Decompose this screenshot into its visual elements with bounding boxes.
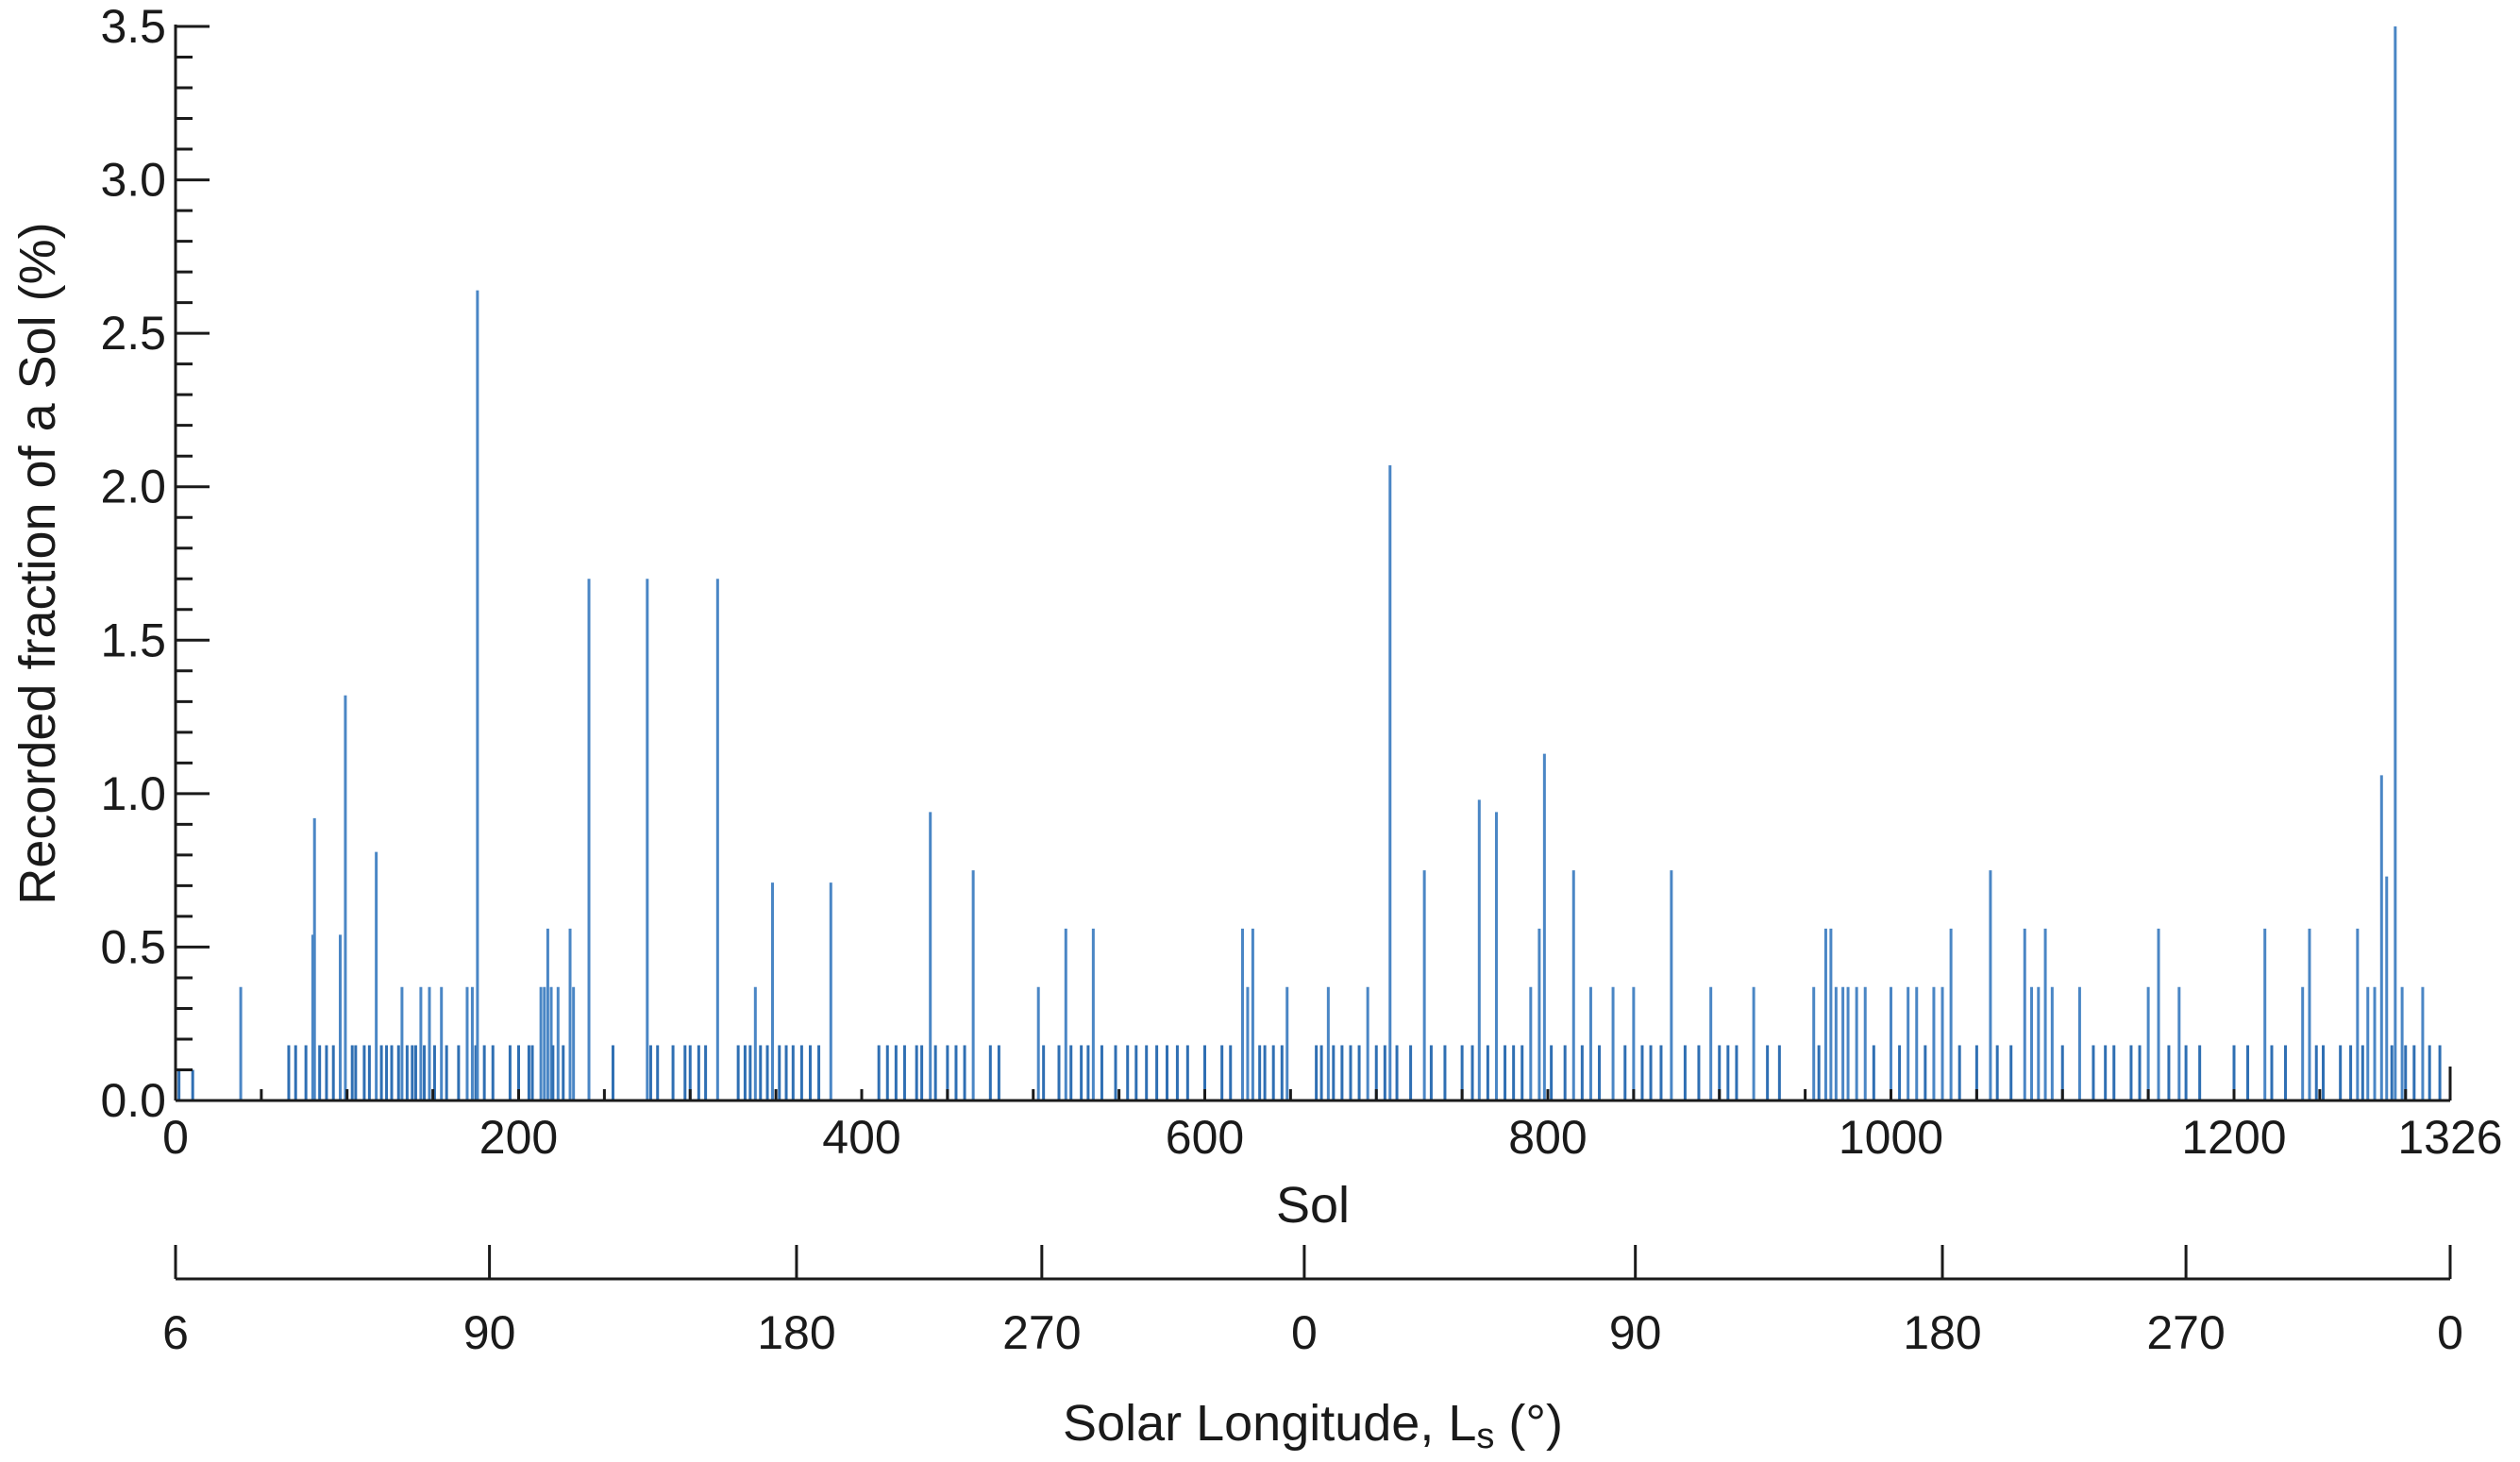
y-tick-label: 0.0 — [100, 1074, 166, 1127]
bar-series — [177, 26, 2442, 1101]
y-tick-label: 2.0 — [100, 461, 166, 513]
ls-tick-label: 180 — [1903, 1306, 1981, 1359]
ls-tick-label: 270 — [2146, 1306, 2225, 1359]
x-tick-label: 1200 — [2181, 1111, 2286, 1164]
x-axis-title: Sol — [1276, 1177, 1350, 1234]
ls-tick-label: 0 — [2437, 1306, 2463, 1359]
x-tick-label: 1000 — [1839, 1111, 1943, 1164]
y-tick-label: 3.5 — [100, 0, 166, 53]
x-tick-label: 1326 — [2397, 1111, 2502, 1164]
x-tick-label: 400 — [822, 1111, 900, 1164]
ls-tick-label: 90 — [463, 1306, 516, 1359]
y-tick-label: 0.5 — [100, 920, 166, 973]
y-tick-label: 1.5 — [100, 613, 166, 666]
x-tick-label: 200 — [479, 1111, 558, 1164]
y-tick-label: 3.0 — [100, 154, 166, 207]
y-axis-title: Recorded fraction of a Sol (%) — [9, 222, 66, 904]
ls-tick-label: 6 — [162, 1306, 189, 1359]
ls-tick-label: 180 — [757, 1306, 835, 1359]
y-tick-label: 1.0 — [100, 767, 166, 820]
solar-longitude-axis: 6 90 180 270 0 90 180 270 0 — [162, 1245, 2463, 1359]
ls-tick-label: 270 — [1002, 1306, 1081, 1359]
ls-tick-label: 90 — [1609, 1306, 1662, 1359]
x-axis: 0 200 400 600 800 1000 1200 1326 — [162, 1067, 2503, 1164]
y-tick-label: 2.5 — [100, 307, 166, 360]
x-tick-label: 0 — [162, 1111, 189, 1164]
y-axis: 0.0 0.5 1.0 1.5 2.0 2.5 3.0 3.5 — [100, 0, 210, 1127]
x-tick-label: 600 — [1166, 1111, 1244, 1164]
x-tick-label: 800 — [1508, 1111, 1587, 1164]
solar-longitude-axis-title: Solar Longitude, Ls (°) — [1063, 1395, 1563, 1456]
ls-tick-label: 0 — [1291, 1306, 1318, 1359]
